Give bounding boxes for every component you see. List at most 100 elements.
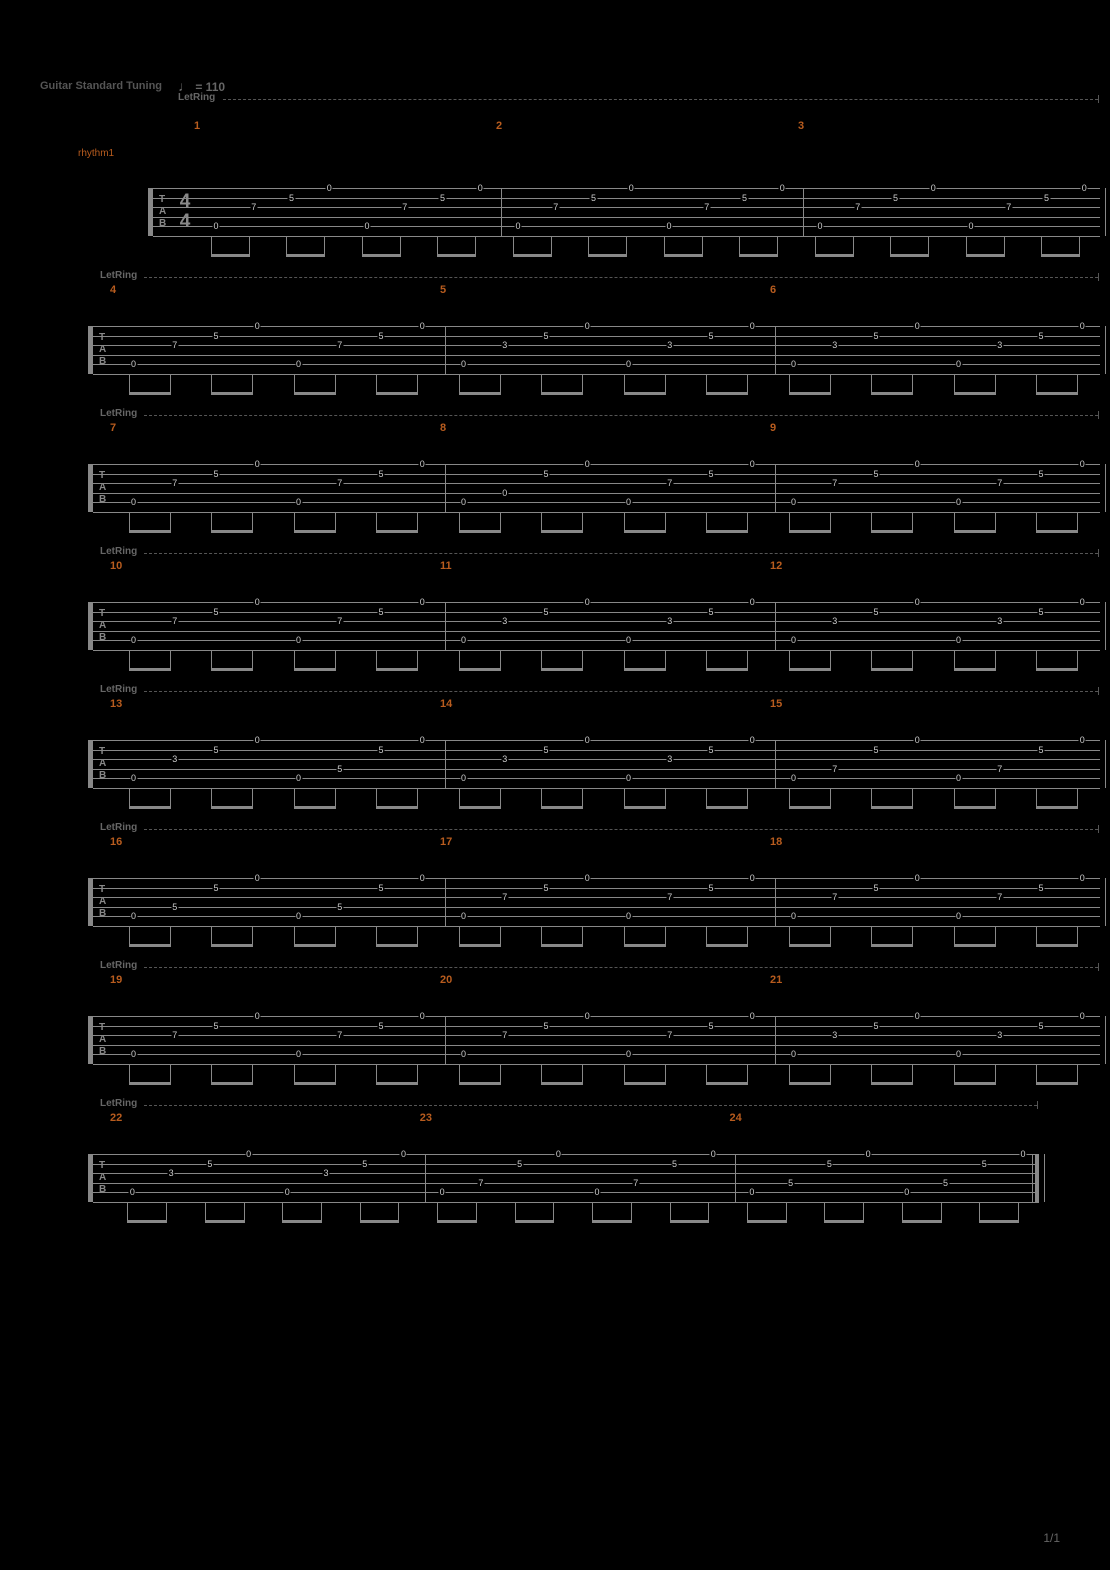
beam bbox=[871, 806, 913, 809]
beam bbox=[954, 1082, 996, 1085]
beam bbox=[966, 254, 1005, 257]
fret-number: 0 bbox=[439, 1187, 446, 1197]
measure-number: 11 bbox=[440, 560, 452, 572]
measure-number: 10 bbox=[110, 560, 122, 572]
fret-number: 5 bbox=[708, 883, 715, 893]
note-stem bbox=[500, 926, 501, 944]
note-stem bbox=[995, 374, 996, 392]
fret-number: 5 bbox=[336, 764, 343, 774]
beam bbox=[459, 1082, 501, 1085]
fret-number: 7 bbox=[831, 478, 838, 488]
measure-number: 4 bbox=[110, 284, 116, 296]
measure-number: 3 bbox=[798, 120, 804, 132]
note-stem bbox=[912, 788, 913, 806]
note-stem bbox=[1004, 236, 1005, 254]
note-stem bbox=[624, 1064, 625, 1082]
tab-staff: TAB055005500750075007500750 bbox=[88, 878, 1100, 926]
fret-number: 0 bbox=[584, 459, 591, 469]
fret-number: 7 bbox=[336, 616, 343, 626]
beam bbox=[789, 944, 831, 947]
note-stem bbox=[335, 512, 336, 530]
note-stem bbox=[417, 512, 418, 530]
fret-number: 0 bbox=[749, 597, 756, 607]
fret-number: 0 bbox=[1079, 321, 1086, 331]
string-line bbox=[93, 631, 1100, 632]
note-stem bbox=[708, 1202, 709, 1220]
barline bbox=[445, 326, 446, 374]
fret-number: 0 bbox=[363, 221, 370, 231]
fret-number: 0 bbox=[594, 1187, 601, 1197]
fret-number: 7 bbox=[336, 478, 343, 488]
note-stem bbox=[1077, 512, 1078, 530]
letring-label: LetRing bbox=[100, 960, 137, 971]
fret-number: 5 bbox=[873, 469, 880, 479]
note-stem bbox=[1036, 788, 1037, 806]
note-stem bbox=[417, 374, 418, 392]
note-stem bbox=[789, 788, 790, 806]
fret-number: 0 bbox=[710, 1149, 717, 1159]
tab-system: LetRing♩ = 110rhythm1123TAB4407500750075… bbox=[40, 132, 1070, 260]
fret-number: 7 bbox=[996, 892, 1003, 902]
fret-number: 0 bbox=[254, 321, 261, 331]
fret-number: 5 bbox=[378, 331, 385, 341]
fret-number: 5 bbox=[516, 1159, 523, 1169]
fret-number: 0 bbox=[749, 735, 756, 745]
string-line bbox=[93, 888, 1100, 889]
fret-number: 5 bbox=[288, 193, 295, 203]
note-stem bbox=[398, 1202, 399, 1220]
note-stem bbox=[954, 1064, 955, 1082]
fret-number: 0 bbox=[284, 1187, 291, 1197]
tab-staff: TAB035003500750075005500550 bbox=[88, 1154, 1039, 1202]
note-stem bbox=[830, 1064, 831, 1082]
note-stem bbox=[830, 650, 831, 668]
fret-number: 0 bbox=[628, 183, 635, 193]
fret-number: 5 bbox=[439, 193, 446, 203]
string-line bbox=[93, 1164, 1039, 1165]
note-stem bbox=[211, 788, 212, 806]
beam bbox=[824, 1220, 864, 1223]
fret-number: 0 bbox=[254, 735, 261, 745]
note-stem bbox=[500, 650, 501, 668]
measure-number: 5 bbox=[440, 284, 446, 296]
barline bbox=[1105, 464, 1106, 512]
note-stem bbox=[294, 926, 295, 944]
beam bbox=[437, 1220, 477, 1223]
beam bbox=[129, 806, 171, 809]
fret-number: 0 bbox=[295, 359, 302, 369]
note-stem bbox=[912, 374, 913, 392]
note-stem bbox=[244, 1202, 245, 1220]
fret-number: 0 bbox=[625, 497, 632, 507]
fret-number: 3 bbox=[171, 754, 178, 764]
note-stem bbox=[205, 1202, 206, 1220]
fret-number: 5 bbox=[826, 1159, 833, 1169]
beam bbox=[706, 1082, 748, 1085]
note-stem bbox=[282, 1202, 283, 1220]
note-stem bbox=[815, 236, 816, 254]
note-stem bbox=[702, 236, 703, 254]
beam bbox=[624, 1082, 666, 1085]
note-stem bbox=[863, 1202, 864, 1220]
string-line bbox=[93, 750, 1100, 751]
fret-number: 3 bbox=[831, 340, 838, 350]
note-stem bbox=[1079, 236, 1080, 254]
tempo-marking: ♩ = 110 bbox=[178, 78, 225, 94]
note-stem bbox=[1077, 1064, 1078, 1082]
fret-number: 5 bbox=[671, 1159, 678, 1169]
fret-number: 0 bbox=[460, 359, 467, 369]
note-stem bbox=[335, 374, 336, 392]
string-line bbox=[93, 336, 1100, 337]
fret-number: 5 bbox=[708, 331, 715, 341]
fret-number: 3 bbox=[501, 616, 508, 626]
note-stem bbox=[747, 650, 748, 668]
string-line bbox=[93, 612, 1100, 613]
fret-number: 0 bbox=[903, 1187, 910, 1197]
note-stem bbox=[954, 650, 955, 668]
beam bbox=[211, 254, 250, 257]
fret-number: 5 bbox=[543, 331, 550, 341]
beam bbox=[954, 392, 996, 395]
note-stem bbox=[830, 926, 831, 944]
note-stem bbox=[437, 1202, 438, 1220]
fret-number: 0 bbox=[419, 735, 426, 745]
barline bbox=[1105, 188, 1106, 236]
fret-number: 0 bbox=[326, 183, 333, 193]
